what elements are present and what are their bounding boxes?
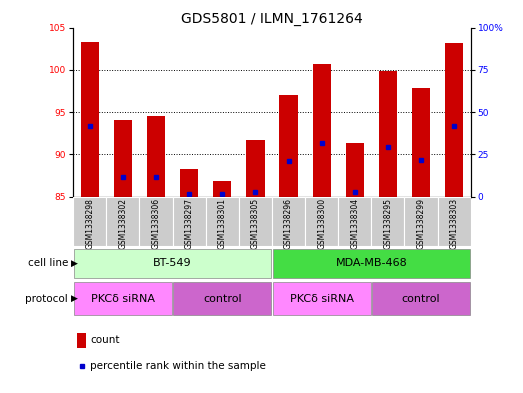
Text: GSM1338301: GSM1338301: [218, 198, 227, 249]
Bar: [239, 196, 272, 246]
Bar: [147, 116, 165, 196]
Bar: [379, 72, 397, 196]
Bar: [346, 143, 364, 196]
Bar: [305, 196, 338, 246]
Bar: [173, 196, 206, 246]
Text: protocol: protocol: [25, 294, 68, 304]
Bar: [114, 120, 132, 196]
Bar: [445, 43, 463, 196]
Bar: [140, 196, 173, 246]
Text: count: count: [90, 336, 119, 345]
Bar: [338, 196, 371, 246]
Bar: [272, 249, 470, 278]
Bar: [74, 249, 271, 278]
Text: ▶: ▶: [71, 294, 77, 303]
Bar: [272, 283, 371, 315]
Text: GSM1338305: GSM1338305: [251, 198, 260, 249]
Text: ▶: ▶: [71, 259, 77, 268]
Bar: [313, 64, 331, 196]
Text: GSM1338295: GSM1338295: [383, 198, 392, 249]
Bar: [372, 283, 470, 315]
Bar: [279, 95, 298, 196]
Bar: [77, 333, 86, 348]
Text: PKCδ siRNA: PKCδ siRNA: [290, 294, 354, 304]
Text: control: control: [402, 294, 440, 304]
Text: GSM1338302: GSM1338302: [118, 198, 128, 249]
Bar: [180, 169, 198, 196]
Text: GSM1338298: GSM1338298: [85, 198, 94, 249]
Text: GSM1338300: GSM1338300: [317, 198, 326, 249]
Text: GSM1338297: GSM1338297: [185, 198, 194, 249]
Title: GDS5801 / ILMN_1761264: GDS5801 / ILMN_1761264: [181, 13, 363, 26]
Bar: [412, 88, 430, 196]
Bar: [371, 196, 404, 246]
Bar: [81, 42, 99, 196]
Text: GSM1338306: GSM1338306: [152, 198, 161, 249]
Text: GSM1338304: GSM1338304: [350, 198, 359, 249]
Text: GSM1338299: GSM1338299: [416, 198, 426, 249]
Bar: [206, 196, 239, 246]
Text: percentile rank within the sample: percentile rank within the sample: [90, 361, 266, 371]
Bar: [74, 283, 172, 315]
Bar: [106, 196, 140, 246]
Text: BT-549: BT-549: [153, 258, 192, 268]
Bar: [73, 196, 106, 246]
Bar: [404, 196, 438, 246]
Bar: [173, 283, 271, 315]
Bar: [438, 196, 471, 246]
Text: GSM1338303: GSM1338303: [450, 198, 459, 249]
Text: control: control: [203, 294, 242, 304]
Text: cell line: cell line: [28, 258, 68, 268]
Text: GSM1338296: GSM1338296: [284, 198, 293, 249]
Text: PKCδ siRNA: PKCδ siRNA: [91, 294, 155, 304]
Bar: [246, 140, 265, 196]
Bar: [213, 181, 231, 196]
Bar: [272, 196, 305, 246]
Text: MDA-MB-468: MDA-MB-468: [335, 258, 407, 268]
